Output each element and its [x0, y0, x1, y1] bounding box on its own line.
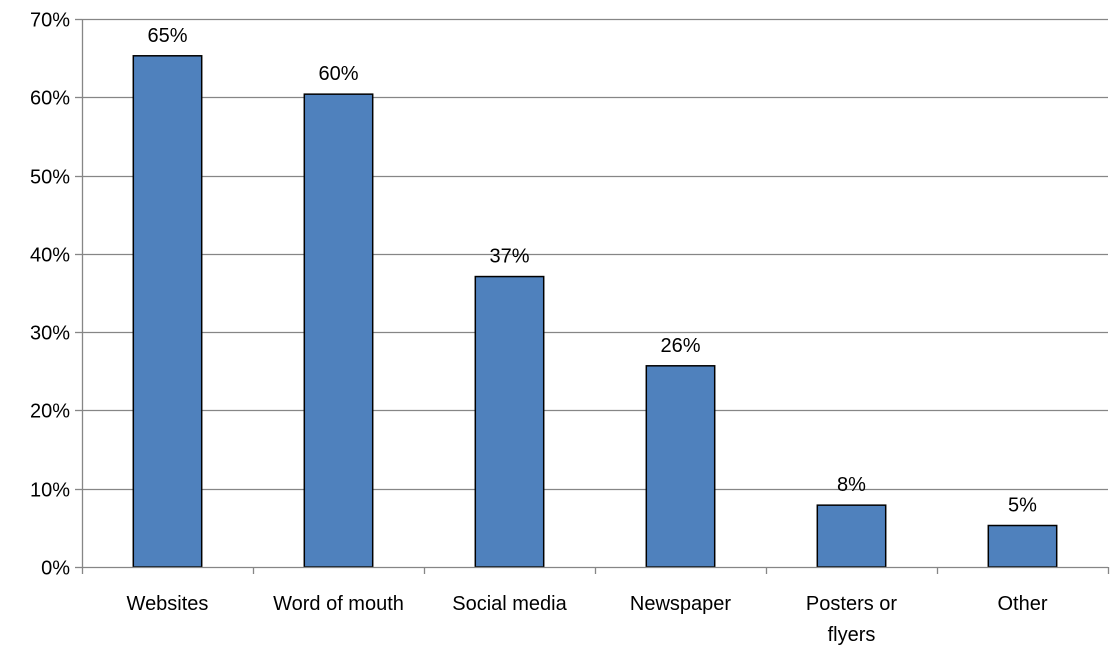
- y-tick-label: 50%: [30, 167, 70, 189]
- data-label: 65%: [147, 25, 187, 47]
- bar: [816, 504, 887, 568]
- y-tick-label: 40%: [30, 245, 70, 267]
- bar: [474, 275, 545, 568]
- x-category-label: Websites: [127, 593, 209, 615]
- bar: [303, 93, 374, 568]
- gridlines: [82, 18, 1108, 491]
- data-label: 5%: [1008, 495, 1037, 517]
- y-tick-label: 70%: [30, 10, 70, 32]
- bars: [132, 55, 1058, 568]
- data-label: 26%: [660, 335, 700, 357]
- x-category-label: Posters or: [806, 593, 897, 615]
- x-category-label: flyers: [828, 624, 876, 646]
- data-label: 8%: [837, 474, 866, 496]
- bar: [132, 55, 203, 568]
- labels: 0% 10% 20% 30% 40% 50% 60% 70% 65% Websites 60% Wor…: [30, 10, 1048, 647]
- bar: [987, 524, 1058, 568]
- bar: [645, 365, 716, 568]
- y-tick-label: 30%: [30, 323, 70, 345]
- axes: [75, 18, 1110, 574]
- x-category-label: Word of mouth: [273, 593, 404, 615]
- data-label: 60%: [318, 63, 358, 85]
- data-label: 37%: [489, 246, 529, 268]
- y-tick-label: 0%: [41, 558, 70, 580]
- x-category-label: Other: [997, 593, 1047, 615]
- y-tick-label: 10%: [30, 480, 70, 502]
- x-category-label: Social media: [452, 593, 567, 615]
- y-tick-label: 20%: [30, 401, 70, 423]
- y-tick-label: 60%: [30, 88, 70, 110]
- x-category-label: Newspaper: [630, 593, 732, 615]
